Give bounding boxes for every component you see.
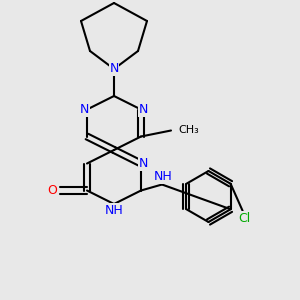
Text: Cl: Cl — [238, 212, 250, 225]
Text: NH: NH — [105, 203, 123, 217]
Text: CH₃: CH₃ — [178, 125, 199, 136]
Text: NH: NH — [154, 170, 173, 184]
Text: N: N — [139, 157, 148, 170]
Text: N: N — [109, 62, 119, 76]
Text: N: N — [139, 103, 148, 116]
Text: N: N — [80, 103, 89, 116]
Text: O: O — [48, 184, 57, 197]
